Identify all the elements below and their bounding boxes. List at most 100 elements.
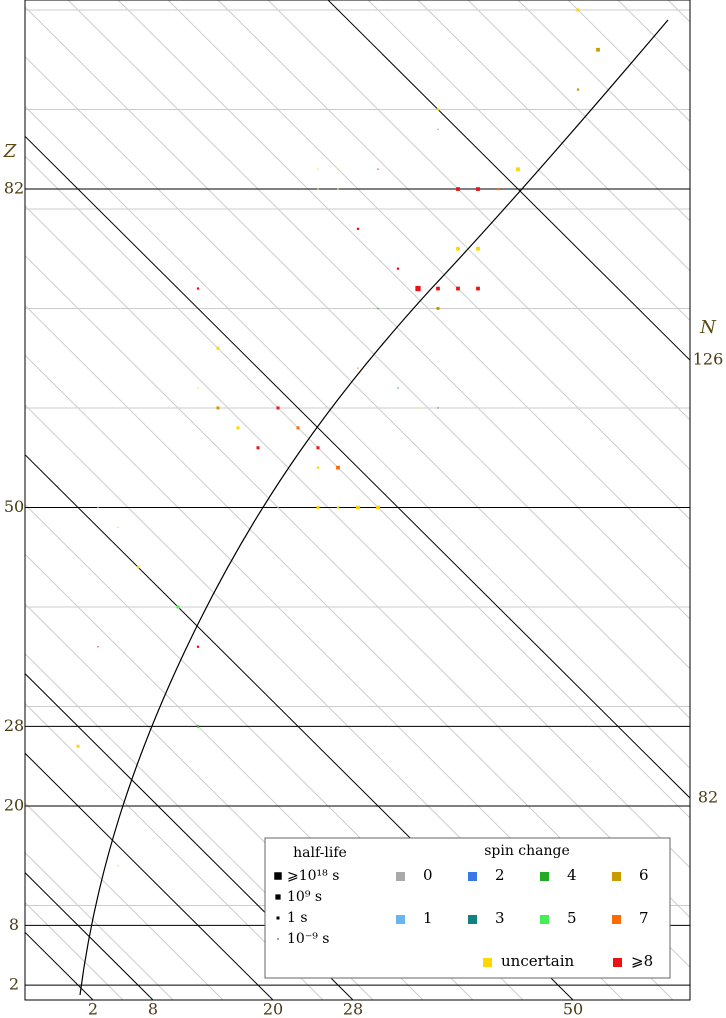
isomer-point [136, 566, 140, 569]
legend-size-swatch [275, 894, 281, 900]
isomer-point [277, 506, 279, 509]
isomer-point [396, 267, 400, 270]
isomer-point [336, 465, 340, 470]
isomer-point [496, 187, 500, 191]
isomer-point [97, 506, 99, 509]
legend-label: 0 [423, 866, 433, 884]
legend-label: 4 [567, 866, 577, 884]
n-tick-label: 28 [343, 1000, 363, 1018]
legend-swatch [396, 872, 405, 881]
isomer-point [376, 505, 380, 510]
isomer-point [436, 108, 440, 111]
isomer-point [336, 506, 340, 509]
grid-line [25, 901, 124, 1000]
grid-line [25, 702, 324, 1000]
isomer-point [516, 167, 520, 172]
n-tick-label: 20 [263, 1000, 283, 1018]
isomer-point [596, 47, 600, 52]
isomer-point [356, 505, 360, 510]
isomer-point [76, 744, 80, 748]
isomer-point [256, 446, 260, 450]
grid-line [25, 503, 524, 1000]
stability-curve [79, 19, 669, 996]
points [76, 8, 600, 867]
z-tick-label: 2 [9, 975, 19, 994]
legend-title: spin change [484, 843, 570, 859]
isomer-point [216, 406, 220, 410]
z-axis-label: Z [3, 141, 17, 162]
isomer-point [97, 646, 99, 648]
grid-line [25, 603, 424, 1000]
n-tick-label: 8 [148, 1000, 158, 1018]
z-tick-label: 50 [4, 497, 24, 516]
z-tick-label: 82 [4, 179, 24, 198]
isomer-point [576, 8, 580, 12]
isomer-point [456, 187, 460, 191]
isomer-point [476, 187, 480, 191]
legend-label: 1 [423, 909, 433, 927]
legend-title: half-life [293, 845, 347, 861]
legend-label: uncertain [501, 952, 575, 970]
legend-swatch [396, 915, 405, 924]
isomer-point [117, 865, 119, 867]
legend: half-life spin change ⩾10¹⁸ s 10⁹ s 1 s 10⁻… [264, 837, 671, 979]
legend-swatch [613, 958, 622, 967]
isomer-point [316, 466, 320, 469]
isomer-point [337, 168, 339, 170]
isomer-point [437, 128, 439, 130]
isomer-point [397, 387, 399, 389]
legend-swatch [612, 872, 621, 881]
isomer-point [117, 526, 119, 528]
isomer-point [476, 246, 480, 251]
isomer-point [316, 505, 320, 509]
n-axis-label: N [699, 317, 717, 338]
n-tick-label: 126 [693, 350, 724, 369]
isomer-point [576, 88, 580, 91]
n-tick-label: 50 [563, 1000, 583, 1018]
isomer-point [196, 725, 200, 728]
n-magic-line [25, 672, 354, 1000]
isomer-point [456, 286, 460, 291]
legend-label: 2 [495, 866, 505, 884]
legend-label: 5 [567, 909, 577, 927]
legend-size-label: 1 s [287, 910, 308, 926]
isomer-point [377, 307, 379, 310]
legend-swatch [468, 915, 477, 924]
z-tick-label: 8 [9, 915, 19, 934]
n-tick-label: 2 [88, 1000, 98, 1018]
isomer-point [197, 387, 199, 389]
legend-label: 3 [495, 909, 505, 927]
z-tick-label: 28 [4, 716, 24, 735]
isomer-point [317, 168, 319, 170]
isomer-point [276, 406, 280, 410]
isomer-point [377, 168, 379, 170]
legend-swatch [468, 872, 477, 881]
plot-frame [24, 0, 691, 1001]
legend-label: 7 [639, 909, 649, 927]
legend-size-swatch [277, 938, 279, 940]
isomer-point [216, 346, 220, 350]
legend-swatch [483, 958, 492, 967]
legend-box [264, 837, 671, 979]
legend-size-label: ⩾10¹⁸ s [287, 868, 339, 884]
n-tick-label: 82 [698, 788, 718, 807]
isomer-point [317, 188, 319, 190]
legend-swatch [540, 915, 549, 924]
isomer-point [176, 605, 180, 609]
isomer-point [316, 446, 320, 450]
grid-line [25, 852, 174, 1000]
isomer-point [456, 246, 460, 251]
